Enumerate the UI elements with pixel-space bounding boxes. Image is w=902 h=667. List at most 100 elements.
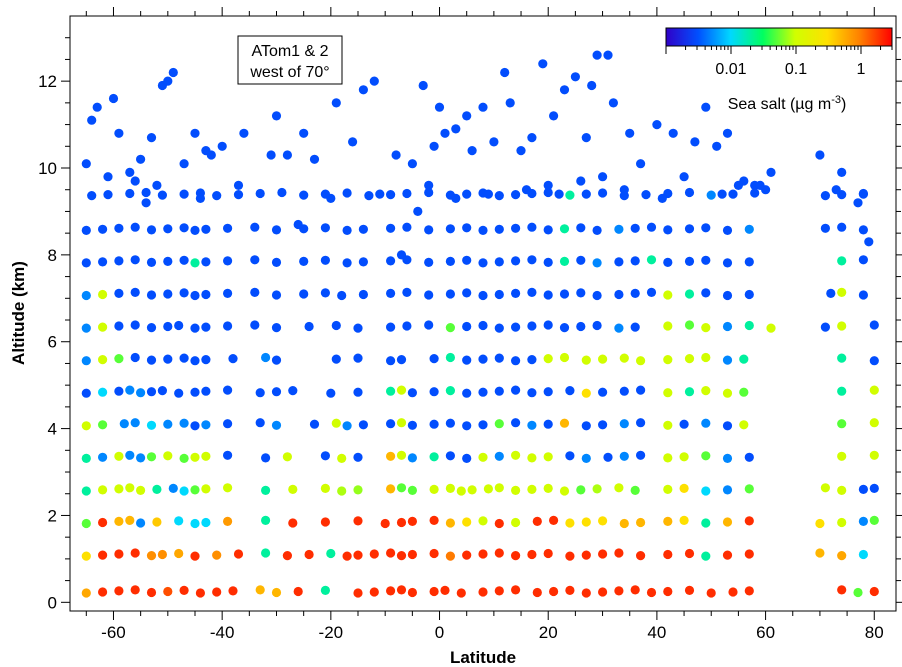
data-point — [271, 111, 282, 121]
data-point — [342, 188, 352, 198]
data-point — [174, 320, 184, 331]
data-point — [837, 167, 847, 177]
data-point — [462, 255, 472, 265]
data-point — [494, 586, 504, 596]
x-axis-title: Latitude — [450, 648, 516, 667]
data-point — [712, 141, 722, 151]
data-point — [679, 452, 689, 462]
data-point — [217, 141, 227, 151]
data-point — [98, 452, 108, 462]
data-point — [190, 225, 200, 235]
data-point — [146, 355, 157, 365]
data-point — [271, 323, 282, 333]
data-point — [494, 289, 504, 300]
data-point — [81, 551, 91, 561]
data-point — [163, 76, 173, 86]
data-point — [701, 518, 711, 528]
data-point — [386, 322, 396, 332]
data-point — [304, 549, 314, 560]
data-point — [684, 320, 695, 330]
x-tick-label: 0 — [435, 623, 444, 642]
data-point — [684, 585, 695, 596]
data-point — [146, 587, 157, 598]
data-point — [424, 225, 434, 235]
data-point — [440, 585, 450, 596]
data-point — [483, 189, 493, 199]
data-point — [424, 320, 434, 330]
data-point — [331, 418, 341, 428]
data-point — [163, 354, 173, 364]
data-point — [299, 190, 309, 200]
data-point — [271, 257, 282, 267]
data-point — [98, 289, 108, 300]
data-point — [179, 353, 189, 363]
data-point — [429, 452, 439, 462]
data-point — [858, 484, 869, 494]
data-point — [766, 323, 776, 333]
data-point — [527, 549, 537, 560]
data-point — [652, 120, 662, 130]
data-point — [549, 111, 559, 121]
x-tick-label: 80 — [865, 623, 884, 642]
data-point — [146, 420, 157, 430]
data-point — [119, 419, 129, 429]
data-point — [543, 483, 553, 493]
data-point — [559, 418, 570, 428]
data-point — [722, 485, 733, 495]
y-tick-label: 8 — [48, 246, 57, 265]
data-point — [630, 322, 640, 332]
data-point — [429, 354, 439, 364]
data-point — [565, 190, 575, 200]
data-point — [549, 586, 559, 597]
data-point — [451, 193, 461, 203]
data-point — [462, 517, 472, 527]
data-point — [592, 258, 602, 268]
data-point — [98, 257, 108, 267]
data-point — [837, 517, 847, 528]
data-point — [418, 80, 428, 91]
data-point — [163, 224, 173, 234]
data-point — [282, 150, 292, 160]
data-point — [722, 128, 733, 138]
data-point — [543, 548, 553, 559]
data-point — [445, 418, 455, 428]
data-point — [815, 548, 825, 558]
data-point — [407, 549, 417, 560]
data-point — [701, 255, 711, 265]
data-point — [98, 224, 108, 234]
data-point — [271, 225, 282, 235]
data-point — [223, 419, 233, 429]
data-point — [429, 484, 439, 494]
data-point — [576, 176, 586, 186]
data-point — [744, 452, 754, 462]
data-point — [391, 150, 401, 160]
data-point — [837, 287, 847, 297]
data-point — [201, 517, 211, 528]
data-point — [636, 551, 646, 561]
data-point — [755, 180, 765, 190]
data-point — [190, 485, 200, 495]
x-tick-label: -60 — [101, 623, 126, 642]
data-point — [201, 322, 211, 332]
data-point — [636, 356, 646, 366]
data-point — [478, 516, 488, 526]
data-point — [396, 483, 407, 493]
data-point — [396, 385, 407, 395]
data-point — [331, 98, 341, 108]
data-point — [250, 222, 260, 232]
data-point — [717, 189, 727, 199]
data-point — [146, 551, 157, 561]
data-point — [837, 585, 847, 595]
data-point — [299, 128, 309, 138]
data-point — [646, 255, 657, 265]
data-point — [494, 419, 504, 429]
colorbar-tick-label: 1 — [857, 61, 866, 78]
data-point — [141, 198, 151, 208]
data-point — [255, 388, 265, 398]
data-point — [744, 516, 754, 526]
data-point — [407, 159, 417, 169]
data-point — [576, 288, 586, 298]
data-point — [592, 484, 602, 494]
data-point — [722, 388, 733, 398]
data-point — [342, 551, 352, 561]
